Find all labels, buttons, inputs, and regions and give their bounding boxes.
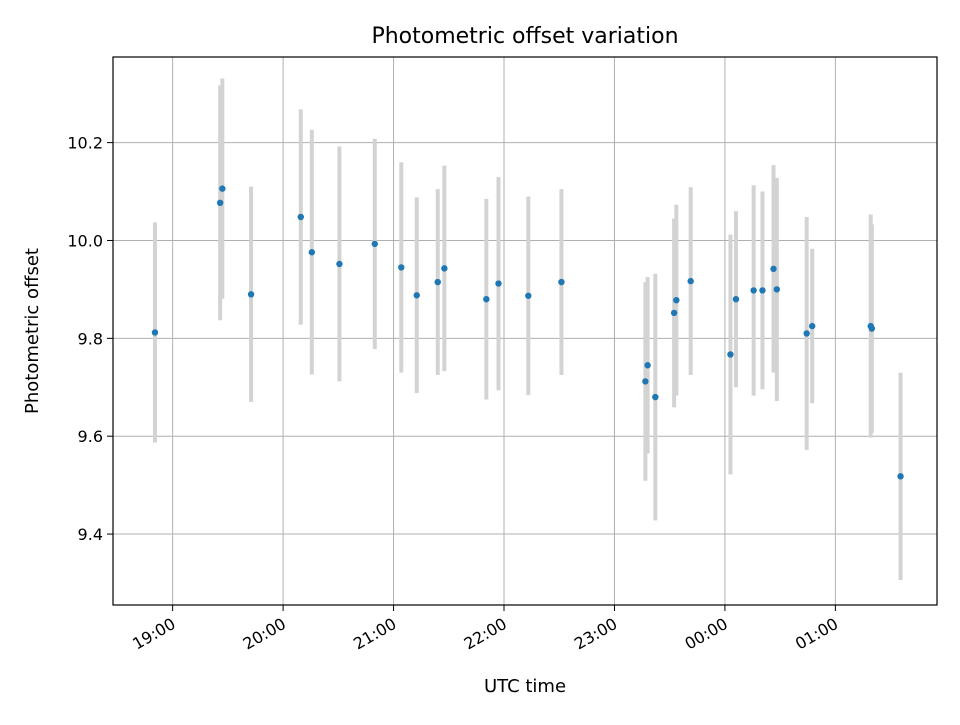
x-tick-label: 23:00 xyxy=(571,614,620,654)
data-point xyxy=(750,287,757,294)
data-point xyxy=(495,280,502,287)
y-axis-ticks: 9.4 9.6 9.8 10.0 10.2 xyxy=(67,134,113,544)
data-point xyxy=(151,329,159,336)
data-point xyxy=(687,277,694,285)
data-point xyxy=(770,265,777,273)
chart-title: Photometric offset variation xyxy=(371,24,678,49)
data-point xyxy=(398,264,405,271)
x-tick-label: 20:00 xyxy=(240,614,289,654)
data-point xyxy=(413,292,420,299)
data-point xyxy=(371,240,378,248)
data-points xyxy=(151,185,904,480)
x-tick-label: 21:00 xyxy=(350,614,399,654)
data-point xyxy=(434,278,441,286)
data-point xyxy=(673,296,680,304)
y-tick-label: 9.4 xyxy=(78,525,103,544)
y-tick-label: 9.6 xyxy=(78,427,103,446)
data-point xyxy=(644,362,651,369)
data-point xyxy=(868,325,876,332)
x-tick-label: 19:00 xyxy=(129,614,178,654)
data-point xyxy=(558,278,565,286)
data-point xyxy=(803,330,810,337)
y-tick-label: 9.8 xyxy=(78,329,103,348)
x-axis-label: UTC time xyxy=(484,676,566,697)
y-tick-label: 10.2 xyxy=(67,134,103,153)
data-point xyxy=(732,295,740,303)
x-tick-label: 01:00 xyxy=(792,614,841,654)
data-point xyxy=(247,291,255,298)
data-point xyxy=(652,393,659,401)
plot-frame xyxy=(112,56,938,606)
data-point xyxy=(759,287,766,294)
y-tick-label: 10.0 xyxy=(67,231,103,250)
data-point xyxy=(670,309,678,317)
data-point xyxy=(483,295,490,303)
y-axis-label: Photometric offset xyxy=(22,248,43,414)
error-bars xyxy=(152,78,903,581)
data-point xyxy=(727,351,734,358)
x-tick-label: 00:00 xyxy=(681,614,730,654)
x-axis-ticks: 19:00 20:00 21:00 22:00 23:00 00:00 01:00 xyxy=(129,605,841,654)
data-point xyxy=(441,265,448,272)
data-point xyxy=(897,473,904,480)
data-point xyxy=(297,213,304,221)
x-tick-label: 22:00 xyxy=(461,614,510,654)
data-point xyxy=(336,260,343,268)
data-point xyxy=(308,249,316,256)
data-point xyxy=(219,185,226,192)
data-point xyxy=(808,322,816,330)
data-point xyxy=(525,292,532,299)
data-point xyxy=(216,199,224,207)
data-point xyxy=(773,286,781,293)
data-point xyxy=(642,378,649,385)
